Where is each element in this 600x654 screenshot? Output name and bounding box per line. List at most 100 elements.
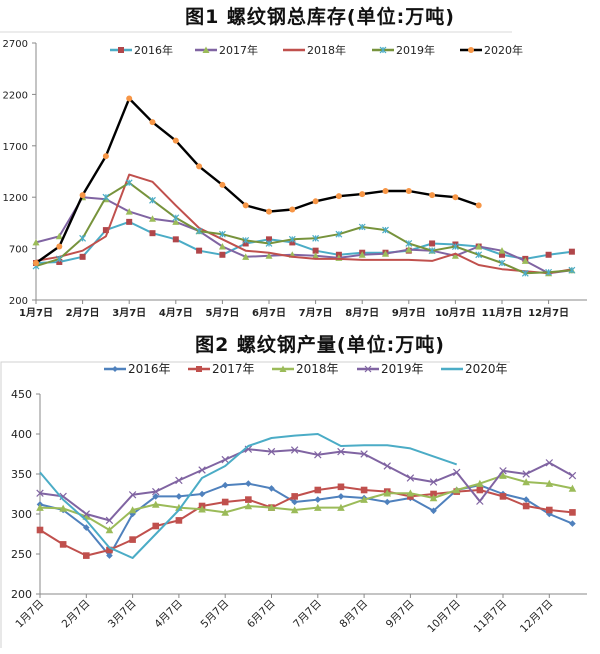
data-point <box>291 498 298 506</box>
x-tick-label: 2月7日 <box>60 598 93 631</box>
data-point <box>128 491 137 499</box>
y-tick-label: 350 <box>11 468 32 481</box>
data-point <box>451 243 459 250</box>
legend-label: 2018年 <box>307 43 346 57</box>
data-point <box>406 489 415 497</box>
data-point <box>429 478 438 486</box>
data-point <box>36 526 44 534</box>
data-point <box>476 497 484 505</box>
data-point <box>569 509 576 516</box>
data-point <box>405 188 412 195</box>
data-point <box>312 234 320 242</box>
data-point <box>522 502 530 510</box>
x-tick-label: 11月7日 <box>482 307 523 319</box>
chart-border <box>0 361 510 648</box>
data-point <box>405 246 413 253</box>
data-point <box>56 243 63 250</box>
data-point <box>83 524 90 531</box>
x-tick-label: 5月7日 <box>205 307 239 319</box>
data-point <box>289 206 296 213</box>
data-point <box>568 484 577 492</box>
data-point <box>82 510 91 518</box>
x-tick-label: 8月7日 <box>345 307 379 319</box>
data-point <box>175 493 183 500</box>
data-point <box>125 179 133 187</box>
chart1: 200 700 1200 1700 2200 2700 1月7日 2月7日 3月7日 4月7日 5月… <box>0 31 587 319</box>
legend-label: 2017年 <box>212 362 255 376</box>
data-point <box>358 251 366 258</box>
x-tick-label: 9月7日 <box>392 307 426 319</box>
x-tick-label: 10月7日 <box>425 598 463 636</box>
data-point <box>198 466 206 474</box>
x-tick-label: 7月7日 <box>299 307 333 319</box>
data-point <box>152 522 160 530</box>
data-point <box>521 269 529 277</box>
data-point <box>79 234 87 242</box>
data-point <box>102 193 110 201</box>
legend-item: 2018年 <box>283 43 346 57</box>
data-point <box>244 502 253 510</box>
data-point <box>428 247 436 255</box>
data-point <box>279 365 287 372</box>
x-tick-label: 5月7日 <box>199 598 232 631</box>
data-point <box>429 494 438 502</box>
data-point <box>172 236 179 243</box>
x-tick-label: 1月7日 <box>13 598 46 631</box>
data-point <box>429 192 436 199</box>
legend-item: 2019年 <box>357 362 424 376</box>
data-point <box>358 223 366 231</box>
data-point <box>149 119 156 126</box>
data-point <box>151 500 160 508</box>
data-point <box>267 503 276 511</box>
data-point <box>335 193 342 200</box>
y-tick-label: 400 <box>11 428 32 441</box>
data-point <box>102 153 109 160</box>
data-point <box>291 493 298 500</box>
series-line <box>39 485 573 557</box>
data-point <box>266 208 272 215</box>
x-tick-label: 2月7日 <box>66 307 100 319</box>
chart1-title: 图1 螺纹钢总库存(单位:万吨) <box>185 6 455 28</box>
data-point <box>476 486 484 494</box>
y-tick-label: 2700 <box>3 39 28 50</box>
data-point <box>468 47 474 53</box>
data-point <box>266 236 272 243</box>
legend-item: 2020年 <box>441 362 508 376</box>
data-point <box>429 240 436 247</box>
data-point <box>382 250 389 257</box>
y-tick-label: 700 <box>9 245 28 256</box>
legend-label: 2018年 <box>296 362 339 376</box>
legend-item: 2016年 <box>110 43 173 57</box>
x-tick-label: 10月7日 <box>435 307 476 319</box>
data-point <box>198 505 206 513</box>
legend-label: 2020年 <box>484 43 523 57</box>
y-tick-label: 250 <box>11 548 32 561</box>
data-point <box>452 468 461 477</box>
legend-item: 2017年 <box>188 362 255 376</box>
data-point <box>202 46 210 53</box>
data-point <box>498 259 506 267</box>
data-point <box>128 506 137 514</box>
data-point <box>125 208 133 215</box>
data-point <box>268 485 275 492</box>
series-2017年 <box>36 483 576 559</box>
data-point <box>383 489 392 497</box>
data-point <box>196 247 203 254</box>
x-tick-label: 4月7日 <box>159 307 193 319</box>
data-point <box>430 507 437 515</box>
data-point <box>522 478 530 486</box>
data-point <box>149 196 156 204</box>
legend-label: 2017年 <box>219 43 258 57</box>
data-point <box>335 230 343 238</box>
data-point <box>475 202 482 209</box>
data-point <box>430 490 437 498</box>
data-point <box>359 191 366 198</box>
y-tick-label: 1200 <box>3 193 28 204</box>
y-tick-label: 200 <box>9 296 28 307</box>
data-point <box>314 496 322 503</box>
data-point <box>337 493 345 500</box>
data-point <box>36 503 44 511</box>
data-point <box>452 194 459 201</box>
